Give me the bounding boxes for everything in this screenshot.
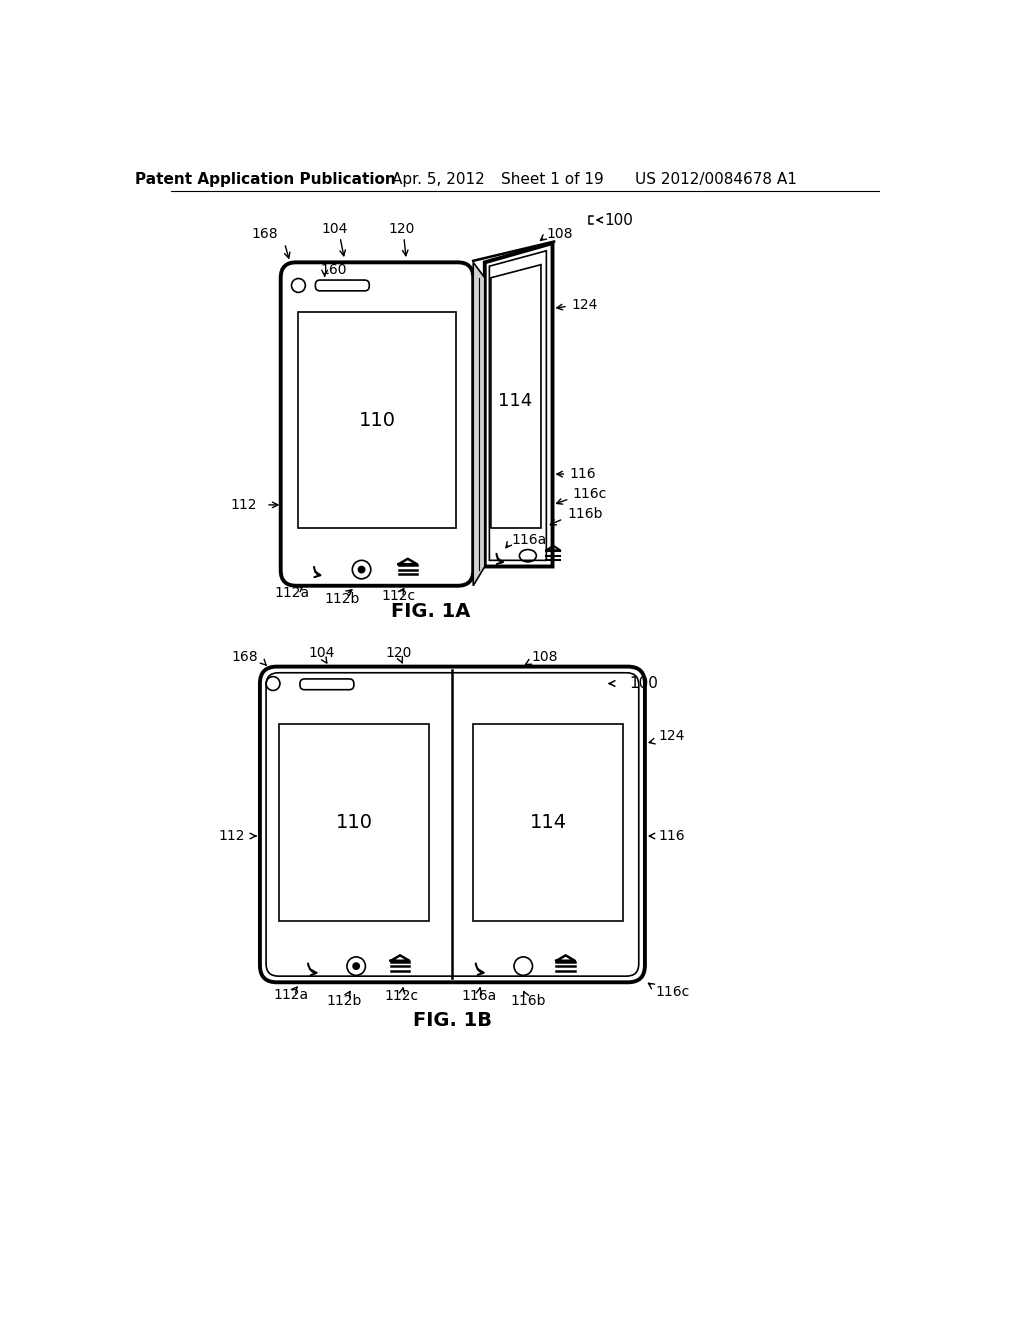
Text: 114: 114 [529, 813, 567, 832]
Text: 110: 110 [358, 411, 396, 430]
Bar [473, 725, 624, 921]
Text: 116a: 116a [461, 989, 497, 1003]
FancyBboxPatch shape [281, 263, 473, 586]
Text: 104: 104 [308, 645, 335, 660]
Text: Sheet 1 of 19: Sheet 1 of 19 [501, 172, 604, 186]
Text: FIG. 1A: FIG. 1A [391, 602, 471, 620]
Text: 120: 120 [385, 645, 412, 660]
Text: 108: 108 [547, 227, 572, 240]
FancyBboxPatch shape [260, 667, 645, 982]
Circle shape [353, 964, 359, 969]
Text: 116b: 116b [567, 507, 603, 521]
Text: Apr. 5, 2012: Apr. 5, 2012 [392, 172, 485, 186]
Text: 112b: 112b [325, 591, 360, 606]
Text: 112a: 112a [274, 586, 310, 601]
Text: 112b: 112b [327, 994, 362, 1007]
Text: 112c: 112c [385, 989, 419, 1003]
Text: 114: 114 [499, 392, 532, 411]
Text: 116c: 116c [655, 985, 690, 998]
Text: 112: 112 [230, 498, 257, 512]
Text: 104: 104 [322, 222, 348, 236]
Text: 116: 116 [658, 829, 685, 843]
Circle shape [358, 566, 365, 573]
Text: FIG. 1B: FIG. 1B [413, 1011, 492, 1031]
Text: 116: 116 [569, 467, 596, 480]
Text: 160: 160 [319, 263, 346, 277]
Polygon shape [473, 263, 484, 586]
Text: 116a: 116a [512, 532, 547, 546]
Text: 100: 100 [604, 213, 633, 227]
Bar [280, 725, 429, 921]
Text: 116b: 116b [510, 994, 546, 1007]
Polygon shape [484, 243, 553, 566]
Text: Patent Application Publication: Patent Application Publication [135, 172, 395, 186]
Text: 124: 124 [658, 729, 684, 743]
Bar [298, 313, 457, 528]
Text: 168: 168 [231, 651, 258, 664]
Text: 112: 112 [218, 829, 245, 843]
Text: US 2012/0084678 A1: US 2012/0084678 A1 [635, 172, 797, 186]
Text: 120: 120 [388, 222, 415, 236]
Text: 116c: 116c [572, 487, 607, 502]
Text: 112c: 112c [382, 589, 416, 603]
Text: 100: 100 [630, 676, 658, 692]
Text: 168: 168 [252, 227, 279, 240]
Text: 124: 124 [571, 298, 597, 312]
Text: 110: 110 [336, 813, 373, 832]
Text: 112a: 112a [273, 989, 308, 1002]
Text: 108: 108 [531, 651, 557, 664]
